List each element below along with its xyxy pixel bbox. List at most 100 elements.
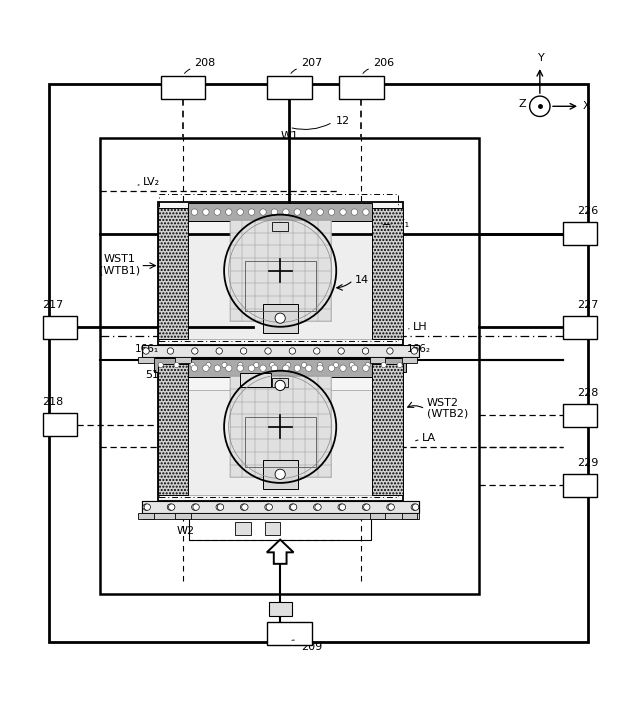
Circle shape xyxy=(362,348,369,354)
Bar xyxy=(141,513,419,519)
Bar xyxy=(370,357,385,363)
Text: Y: Y xyxy=(538,53,545,63)
Bar xyxy=(157,208,188,339)
Bar xyxy=(44,413,77,436)
Bar xyxy=(230,221,331,321)
Circle shape xyxy=(349,362,355,367)
Text: LV₁: LV₁ xyxy=(394,218,410,228)
Bar xyxy=(272,378,288,387)
Circle shape xyxy=(191,209,198,216)
Circle shape xyxy=(294,209,301,216)
Text: 51: 51 xyxy=(145,370,159,380)
Text: 228: 228 xyxy=(577,387,598,397)
Circle shape xyxy=(206,362,211,367)
Bar xyxy=(339,76,384,99)
Bar xyxy=(175,513,191,519)
Circle shape xyxy=(283,209,289,216)
Circle shape xyxy=(174,362,179,367)
Bar xyxy=(262,304,298,332)
Circle shape xyxy=(275,380,285,390)
Circle shape xyxy=(265,504,271,511)
Bar xyxy=(563,404,596,427)
Text: 206: 206 xyxy=(373,58,394,68)
Bar xyxy=(563,474,596,497)
Circle shape xyxy=(365,362,371,367)
Circle shape xyxy=(168,504,175,511)
Circle shape xyxy=(340,365,346,372)
Text: WST1: WST1 xyxy=(103,254,135,264)
Bar xyxy=(267,76,312,99)
Bar xyxy=(157,358,403,501)
Text: 14: 14 xyxy=(355,275,369,285)
Circle shape xyxy=(237,209,243,216)
Circle shape xyxy=(362,504,369,511)
Bar xyxy=(141,345,419,357)
Bar xyxy=(245,417,316,468)
Circle shape xyxy=(248,365,255,372)
Text: 166₂: 166₂ xyxy=(406,344,431,354)
Bar xyxy=(44,316,77,339)
Circle shape xyxy=(363,209,369,216)
Text: Z: Z xyxy=(518,100,526,110)
Text: LA: LA xyxy=(422,433,436,443)
Circle shape xyxy=(238,362,243,367)
Circle shape xyxy=(387,348,393,354)
Bar xyxy=(138,513,154,519)
Text: 207: 207 xyxy=(301,58,322,68)
Bar xyxy=(267,621,312,644)
Bar xyxy=(245,261,316,311)
Circle shape xyxy=(216,348,222,354)
Circle shape xyxy=(191,504,198,511)
Bar xyxy=(240,373,271,387)
Text: 227: 227 xyxy=(577,299,598,309)
Circle shape xyxy=(387,504,393,511)
Bar xyxy=(141,501,419,513)
Circle shape xyxy=(351,365,358,372)
Text: 209: 209 xyxy=(301,642,322,652)
Circle shape xyxy=(253,362,259,367)
Circle shape xyxy=(317,209,323,216)
Bar xyxy=(100,138,479,594)
Circle shape xyxy=(388,504,394,511)
Circle shape xyxy=(317,362,323,367)
Bar xyxy=(230,377,331,478)
Circle shape xyxy=(241,504,247,511)
Circle shape xyxy=(275,313,285,323)
Circle shape xyxy=(411,348,417,354)
Circle shape xyxy=(294,365,301,372)
Circle shape xyxy=(397,362,402,367)
Circle shape xyxy=(266,504,273,511)
Bar xyxy=(264,522,280,535)
Circle shape xyxy=(190,362,195,367)
Text: WST2: WST2 xyxy=(427,397,459,407)
Bar xyxy=(401,513,417,519)
Circle shape xyxy=(283,365,289,372)
Text: 229: 229 xyxy=(577,458,598,468)
Circle shape xyxy=(271,209,278,216)
Circle shape xyxy=(340,209,346,216)
Bar xyxy=(175,357,191,363)
Bar xyxy=(49,84,588,642)
Circle shape xyxy=(260,365,266,372)
Bar xyxy=(372,364,403,495)
Circle shape xyxy=(218,504,223,511)
Circle shape xyxy=(216,504,222,511)
Circle shape xyxy=(275,469,285,480)
Circle shape xyxy=(248,209,255,216)
Circle shape xyxy=(241,348,247,354)
Circle shape xyxy=(351,209,358,216)
Circle shape xyxy=(289,504,296,511)
Circle shape xyxy=(260,209,266,216)
Circle shape xyxy=(193,504,199,511)
Bar xyxy=(138,357,154,363)
Text: X: X xyxy=(582,101,590,111)
Circle shape xyxy=(265,348,271,354)
Circle shape xyxy=(214,365,221,372)
Circle shape xyxy=(289,348,296,354)
Bar xyxy=(370,513,385,519)
Circle shape xyxy=(381,362,387,367)
Text: 208: 208 xyxy=(195,58,216,68)
Circle shape xyxy=(191,365,198,372)
Circle shape xyxy=(285,362,291,367)
Bar xyxy=(401,357,417,363)
